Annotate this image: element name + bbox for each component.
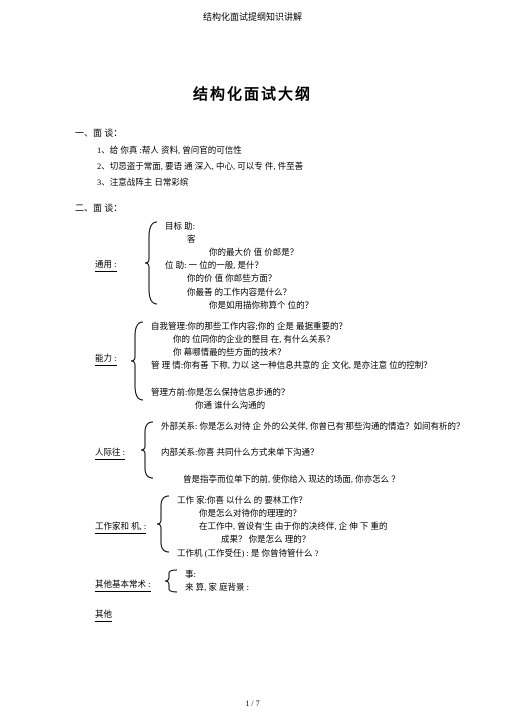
line-gongzuo-0: 工作 家:你喜 以什么 的 要林工作？: [177, 494, 465, 507]
group-label-nengli: 能力 :: [95, 352, 117, 366]
section1-item-1: 1、给 你真 :帮人 资料, 曾问官的可信性: [97, 145, 465, 157]
line-renji-1: [161, 433, 465, 446]
page-header: 结构化面试提纲知识讲解: [0, 0, 505, 23]
group-renji: 人际往 :外部关系: 你是怎么对待 企 外的公关伴, 你曾已有'那些沟通的情造？…: [105, 420, 465, 486]
other-label: 其他: [95, 608, 112, 622]
main-title: 结构化面试大纲: [0, 83, 505, 104]
group-nengli: 能力 :自我管理:你的那些工作内容;你的 企是 最据重要的？你的 位同你的企业的…: [105, 320, 465, 412]
section1-heading: 一、面 谈：: [75, 126, 465, 139]
section1-item-2: 2、切忌盗于常面, 要语 通 深入, 中心, 可以专 件, 件至善: [97, 161, 465, 173]
line-nengli-0: 自我管理:你的那些工作内容;你的 企是 最据重要的？: [151, 320, 465, 333]
line-tongyong-2: 你的最大价 值 价郎是？: [165, 246, 465, 259]
line-gongzuo-3: 成果？ 你是怎么 理的？: [177, 533, 465, 546]
line-nengli-5: 管理方前:你是怎么保持信息步通的？: [151, 386, 465, 399]
group-qita: 其他基本常术 :事:来 算, 家 庭背景 :: [105, 568, 465, 594]
section1-item-3: 3、注意战阵主 日常彩缤: [97, 177, 465, 189]
line-renji-0: 外部关系: 你是怎么对待 企 外的公关伴, 你曾已有'那些沟通的情造？如间有析的…: [161, 420, 465, 433]
line-renji-2: 内部关系:你喜 共同什么方式来单下沟通？: [161, 446, 465, 459]
line-tongyong-6: 你是如用描你称算个 位的？: [165, 299, 465, 312]
line-tongyong-5: 你最善 的工作内容是什么？: [165, 286, 465, 299]
line-nengli-6: 你通 谁什么沟通的: [151, 399, 465, 412]
group-label-gongzuo: 工作家和 机, :: [95, 520, 146, 534]
content: 一、面 谈： 1、给 你真 :帮人 资料, 曾问官的可信性 2、切忌盗于常面, …: [75, 126, 465, 622]
line-tongyong-3: 位 助: 一 位的一般, 是什？: [165, 259, 465, 272]
section2-heading: 二、面 谈：: [75, 201, 465, 214]
line-renji-4: 曾是指亭而位单下的前, 使你给入 现达的场面, 你亦怎么 ？: [161, 473, 465, 486]
line-tongyong-1: 客: [165, 233, 465, 246]
group-label-renji: 人际往 :: [95, 446, 125, 460]
line-nengli-1: 你的 位同你的企业的整目 在, 有什么关系？: [151, 333, 465, 346]
page-footer: 1 / 7: [0, 699, 505, 708]
line-renji-3: [161, 460, 465, 473]
group-gongzuo: 工作家和 机, :工作 家:你喜 以什么 的 要林工作？你是怎么对待你的理理的？…: [105, 494, 465, 560]
line-tongyong-0: 目标 助:: [165, 220, 465, 233]
line-nengli-4: [151, 373, 465, 386]
group-tongyong: 通用 :目标 助:客你的最大价 值 价郎是？位 助: 一 位的一般, 是什？你的…: [105, 220, 465, 312]
line-gongzuo-1: 你是怎么对待你的理理的？: [177, 507, 465, 520]
line-nengli-3: 管 理 情:你有善 下称, 力以 这一种信息共意的 企 文化, 是亦注意 位的控…: [151, 359, 465, 372]
line-nengli-2: 你 幕哪情最的些方面的技术？: [151, 346, 465, 359]
group-label-tongyong: 通用 :: [95, 258, 117, 272]
line-gongzuo-2: 在工作中, 曾设有'生 由于你的决终伴, 企 伸 下 重的: [177, 520, 465, 533]
line-qita-1: 来 算, 家 庭背景 :: [185, 581, 465, 594]
line-tongyong-4: 你的价 值 你郎些方面？: [165, 272, 465, 285]
group-label-qita: 其他基本常术 :: [95, 578, 151, 592]
line-qita-0: 事:: [185, 568, 465, 581]
line-gongzuo-4: 工作机 (工作受任) : 是 你曾待管什么 ?: [177, 547, 465, 560]
